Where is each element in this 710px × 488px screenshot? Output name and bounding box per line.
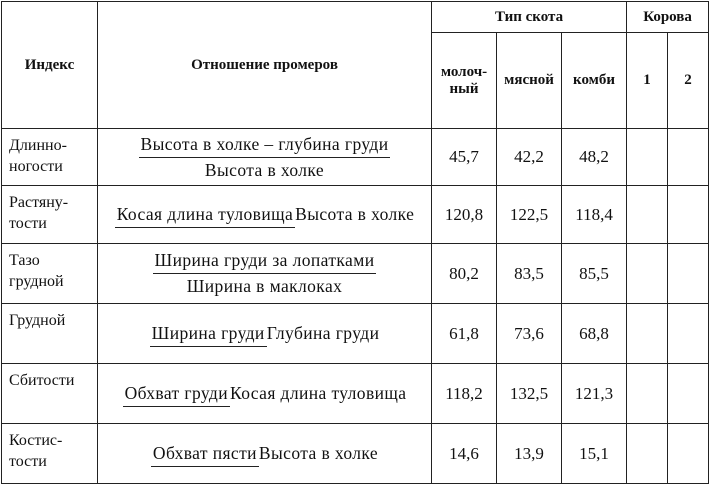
empty-cell [626,128,669,186]
fraction: Ширина груди Глубина груди [149,321,380,347]
index-label: тости [9,453,47,470]
header-type-label: комби [573,72,616,88]
index-label: Сбитости [9,372,75,389]
row: Костис-тости Обхват пясти Высота в холке 14… [1,423,710,484]
empty-cell [667,128,710,186]
value-cell: 45,7 [431,128,497,186]
empty-cell [667,185,710,244]
index-cell: Длинно-ногости [1,128,98,186]
header-cow-label: 1 [626,32,669,129]
value-cell: 48,2 [560,128,628,186]
header-type-cell: мясной [496,32,562,129]
empty-cell [667,243,710,304]
denominator: Ширина в маклоках [186,276,343,296]
fraction-cell: Обхват груди Косая длина туловища [97,363,432,424]
index-cell: Грудной [1,303,98,364]
header-type-label: молоч- [440,63,488,80]
value-cell: 132,5 [496,363,562,424]
header-cow-label: 2 [667,32,710,129]
empty-cell [667,363,710,424]
value-cell: 14,6 [431,423,497,484]
index-label: Растяну- [9,194,69,211]
fraction: Высота в холке – глубина грудиВысота в х… [98,134,431,181]
header-index: Индекс [1,1,98,129]
header-type-label: ный [449,80,479,97]
index-label: Грудной [9,312,66,329]
value-cell: 73,6 [496,303,562,364]
value-cell: 118,4 [560,185,628,244]
header-type-cell: молоч-ный [431,32,497,129]
index-label: Длинно- [9,137,67,154]
fraction: Косая длина туловища Высота в холке [114,202,415,228]
fraction-cell: Ширина груди Глубина груди [97,303,432,364]
header-type: Тип скота [430,1,628,33]
row: Сбитости Обхват груди Косая длина туловища… [1,363,710,424]
numerator: Обхват пясти [150,443,259,467]
index-label: грудной [9,273,64,290]
value-cell: 121,3 [560,363,628,424]
header-ratio: Отношение промеров [97,1,432,129]
empty-cell [626,423,669,484]
row: Растяну-тости Косая длина туловища Высота … [1,185,710,244]
numerator: Высота в холке – глубина груди [138,134,391,158]
fraction-cell: Высота в холке – глубина грудиВысота в х… [97,128,432,186]
denominator: Косая длина туловища [230,382,407,403]
denominator: Высота в холке [258,442,379,463]
value-cell: 68,8 [560,303,628,364]
numerator: Ширина груди [149,323,267,347]
index-cell: Растяну-тости [1,185,98,244]
index-cell: Тазо грудной [1,243,98,304]
empty-cell [626,243,669,304]
denominator: Высота в холке [204,159,325,180]
row: Длинно-ногости Высота в холке – глубина г… [1,128,710,186]
index-label: тости [9,215,47,232]
value-cell: 61,8 [431,303,497,364]
index-label: ногости [9,158,63,175]
header-type-cell: комби [560,32,628,129]
empty-cell [626,363,669,424]
value-cell: 122,5 [496,185,562,244]
fraction-cell: Ширина груди за лопаткамиШирина в маклок… [97,243,432,304]
value-cell: 42,2 [496,128,562,186]
empty-cell [626,303,669,364]
fraction-cell: Обхват пясти Высота в холке [97,423,432,484]
value-cell: 83,5 [496,243,562,304]
denominator: Глубина груди [266,322,380,343]
value-cell: 120,8 [431,185,497,244]
empty-cell [667,303,710,364]
index-cell: Костис-тости [1,423,98,484]
fraction: Обхват груди Косая длина туловища [122,381,407,407]
numerator: Обхват груди [122,383,230,407]
value-cell: 118,2 [431,363,497,424]
numerator: Ширина груди за лопатками [152,250,377,274]
header-cow: Корова [626,1,710,33]
fraction: Обхват пясти Высота в холке [150,441,379,467]
row: Грудной Ширина груди Глубина груди 61,8 73,6… [1,303,710,364]
fraction: Ширина груди за лопаткамиШирина в маклок… [98,250,431,297]
empty-cell [667,423,710,484]
row: Тазо грудной Ширина груди за лопаткамиШири… [1,243,710,304]
value-cell: 85,5 [560,243,628,304]
denominator: Высота в холке [295,203,415,224]
value-cell: 13,9 [496,423,562,484]
index-label: Костис- [9,432,63,449]
fraction-cell: Косая длина туловища Высота в холке [97,185,432,244]
index-cell: Сбитости [1,363,98,424]
header-type-label: мясной [504,72,554,88]
value-cell: 80,2 [431,243,497,304]
empty-cell [626,185,669,244]
value-cell: 15,1 [560,423,628,484]
numerator: Косая длина туловища [114,204,296,228]
index-label: Тазо [9,252,40,269]
